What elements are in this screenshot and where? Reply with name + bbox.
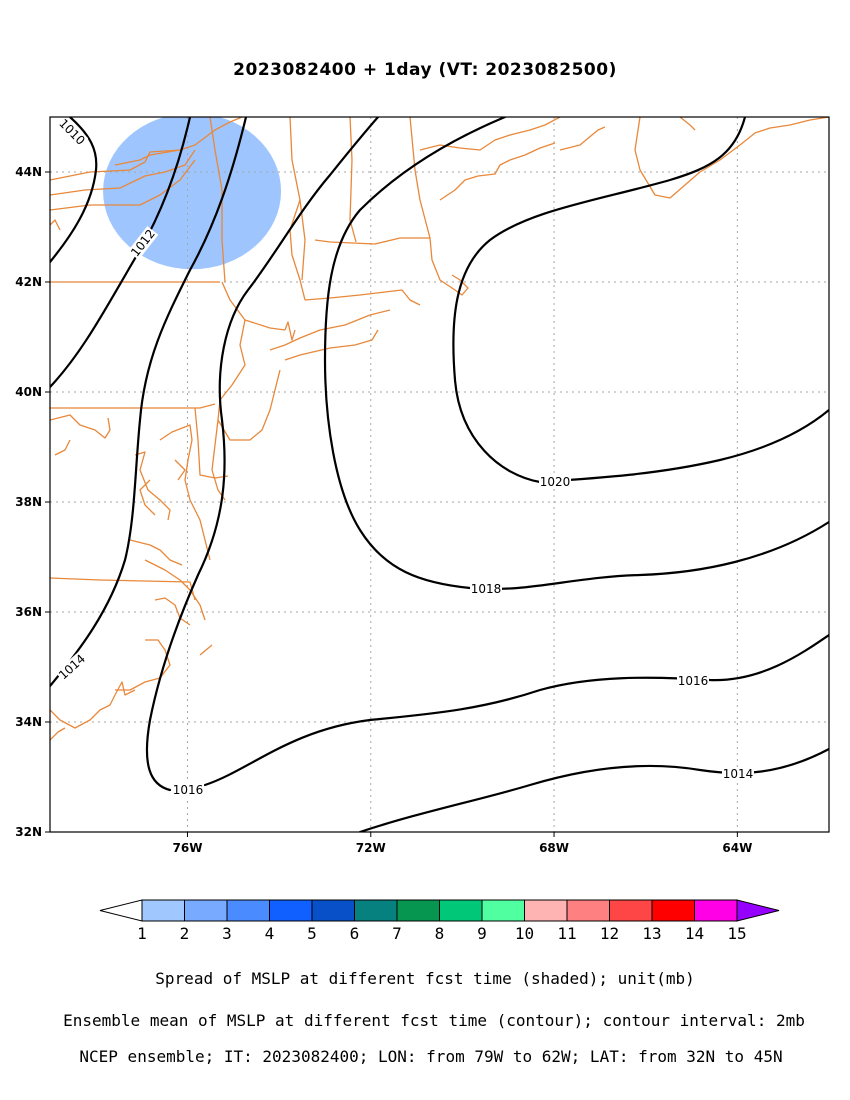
contour-label-1018: 1018 bbox=[470, 582, 502, 596]
colorbar-label: 2 bbox=[180, 924, 190, 943]
contour-1014-south bbox=[358, 747, 829, 832]
colorbar-low-triangle bbox=[99, 899, 143, 922]
y-tick-label: 32N bbox=[15, 825, 42, 839]
colorbar-label: 14 bbox=[685, 924, 704, 943]
y-tick-label: 38N bbox=[15, 495, 42, 509]
colorbar-swatch-9 bbox=[481, 899, 525, 922]
colorbar-label: 12 bbox=[600, 924, 619, 943]
contour-label-1014: 1014 bbox=[722, 767, 754, 781]
x-tick-label: 68W bbox=[539, 841, 569, 855]
coastlines-and-borders bbox=[50, 117, 829, 741]
colorbar-swatch-6 bbox=[354, 899, 398, 922]
y-tick-label: 42N bbox=[15, 275, 42, 289]
svg-text:1016: 1016 bbox=[678, 674, 709, 688]
caption-shading: Spread of MSLP at different fcst time (s… bbox=[155, 969, 695, 988]
caption-source: NCEP ensemble; IT: 2023082400; LON: from… bbox=[79, 1047, 783, 1066]
colorbar-swatch-7 bbox=[396, 899, 440, 922]
contour-1020 bbox=[452, 117, 829, 484]
colorbar-swatch-1 bbox=[141, 899, 185, 922]
y-tick-label: 34N bbox=[15, 715, 42, 729]
contour-label-1020: 1020 bbox=[539, 475, 571, 489]
colorbar-label: 9 bbox=[477, 924, 487, 943]
colorbar-label: 7 bbox=[392, 924, 402, 943]
contour-1010 bbox=[50, 117, 98, 264]
contour-1016-main bbox=[145, 117, 380, 792]
spread-patch-0 bbox=[103, 117, 282, 270]
contour-label-1016: 1016 bbox=[172, 783, 204, 797]
colorbar-label: 4 bbox=[265, 924, 275, 943]
contour-1018 bbox=[323, 117, 829, 591]
colorbar-label: 10 bbox=[515, 924, 534, 943]
spread-shading bbox=[103, 117, 282, 270]
svg-text:1014: 1014 bbox=[723, 767, 754, 781]
colorbar-swatch-3 bbox=[226, 899, 270, 922]
colorbar: 1 2 3 4 5 6 7 8 9 10 11 12 13 14 15 bbox=[99, 899, 780, 943]
x-tick-label: 76W bbox=[173, 841, 203, 855]
colorbar-swatch-5 bbox=[311, 899, 355, 922]
map-title: 2023082400 + 1day (VT: 2023082500) bbox=[233, 60, 617, 80]
colorbar-high-triangle bbox=[736, 899, 780, 922]
x-tick-label: 64W bbox=[722, 841, 752, 855]
caption-contour: Ensemble mean of MSLP at different fcst … bbox=[63, 1011, 805, 1030]
colorbar-swatch-14 bbox=[694, 899, 738, 922]
svg-text:1018: 1018 bbox=[471, 582, 502, 596]
plot-frame bbox=[49, 116, 830, 833]
contour-1014-west bbox=[50, 117, 248, 688]
x-tick-label: 72W bbox=[356, 841, 386, 855]
contour-label-1016: 1016 bbox=[677, 674, 709, 688]
axes: 76W 72W 68W 64W 32N 34N 36N 38N 40N 42N 44N bbox=[15, 165, 752, 855]
svg-text:1020: 1020 bbox=[540, 475, 571, 489]
y-tick-label: 40N bbox=[15, 385, 42, 399]
y-tick-label: 44N bbox=[15, 165, 42, 179]
colorbar-label: 8 bbox=[435, 924, 445, 943]
colorbar-label: 1 bbox=[137, 924, 147, 943]
colorbar-label: 3 bbox=[222, 924, 232, 943]
contour-1016-east bbox=[203, 633, 829, 787]
colorbar-label: 13 bbox=[642, 924, 661, 943]
colorbar-swatch-13 bbox=[651, 899, 695, 922]
colorbar-swatch-4 bbox=[269, 899, 313, 922]
colorbar-swatch-8 bbox=[439, 899, 483, 922]
colorbar-swatch-2 bbox=[184, 899, 228, 922]
y-tick-label: 36N bbox=[15, 605, 42, 619]
colorbar-label: 6 bbox=[350, 924, 360, 943]
colorbar-label: 11 bbox=[557, 924, 576, 943]
colorbar-label: 5 bbox=[307, 924, 317, 943]
colorbar-swatch-10 bbox=[524, 899, 568, 922]
colorbar-label: 15 bbox=[727, 924, 746, 943]
contour-label-1014: 1014 bbox=[55, 651, 89, 683]
colorbar-swatch-12 bbox=[609, 899, 653, 922]
svg-text:1016: 1016 bbox=[173, 783, 204, 797]
colorbar-swatch-11 bbox=[566, 899, 610, 922]
